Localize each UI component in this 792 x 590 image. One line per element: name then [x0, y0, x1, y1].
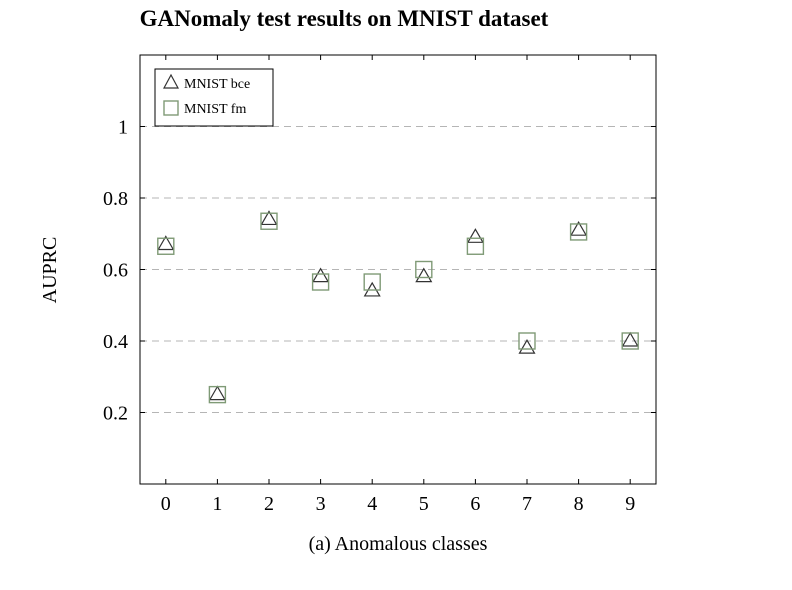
x-tick-label: 0 — [161, 493, 171, 515]
legend: MNIST bce MNIST fm — [154, 68, 274, 127]
data-point-fm-square — [260, 212, 278, 230]
legend-marker-fm-square — [163, 100, 179, 116]
y-tick-label: 1 — [118, 117, 128, 139]
x-tick-label: 8 — [574, 493, 584, 515]
data-points — [157, 210, 639, 404]
grid-lines — [140, 126, 656, 413]
data-point-fm-square — [311, 273, 330, 291]
chart-title: GANomaly test results on MNIST dataset — [139, 6, 549, 31]
y-tick-label: 0.8 — [103, 188, 128, 210]
data-point-bce-triangle — [260, 210, 278, 226]
legend-label-bce: MNIST bce — [184, 77, 250, 92]
legend-box — [154, 68, 274, 127]
data-point-fm-square — [415, 260, 433, 279]
x-tick-label: 4 — [367, 493, 377, 515]
legend-label-fm: MNIST fm — [184, 102, 246, 117]
plot-area-frame — [139, 54, 657, 485]
data-point-bce-triangle — [157, 235, 175, 251]
y-tick-label: 0.6 — [103, 260, 128, 282]
y-tick-label: 0.4 — [103, 331, 128, 353]
data-point-fm-square — [157, 237, 175, 255]
x-tick-label: 9 — [625, 493, 635, 515]
y-axis-label: AUPRC — [39, 237, 61, 304]
data-point-bce-triangle — [518, 338, 536, 354]
data-point-fm-square — [569, 223, 588, 241]
x-tick-label: 6 — [470, 493, 480, 515]
data-point-fm-square — [621, 332, 639, 350]
legend-marker-bce-triangle — [162, 73, 180, 89]
data-point-bce-triangle — [415, 267, 433, 283]
data-point-bce-triangle — [570, 220, 588, 236]
data-point-bce-triangle — [312, 267, 330, 283]
x-tick-label: 5 — [419, 493, 429, 515]
x-tick-label: 7 — [522, 493, 532, 515]
x-axis-label: (a) Anomalous classes — [309, 533, 488, 555]
x-tick-label: 2 — [264, 493, 274, 515]
x-tick-label: 3 — [316, 493, 326, 515]
x-tick-label: 1 — [212, 493, 222, 515]
y-tick-label: 0.2 — [103, 403, 128, 425]
data-point-bce-triangle — [466, 228, 484, 243]
data-point-bce-triangle — [208, 385, 226, 401]
axis-ticks: 0.2 0.4 0.6 0.8 1 0 1 2 3 4 5 6 7 8 9 — [103, 55, 656, 515]
data-point-fm-square — [518, 332, 536, 350]
data-point-fm-square — [363, 273, 381, 291]
data-point-fm-square — [208, 385, 227, 404]
data-point-fm-square — [466, 237, 485, 255]
data-point-bce-triangle — [621, 331, 639, 347]
